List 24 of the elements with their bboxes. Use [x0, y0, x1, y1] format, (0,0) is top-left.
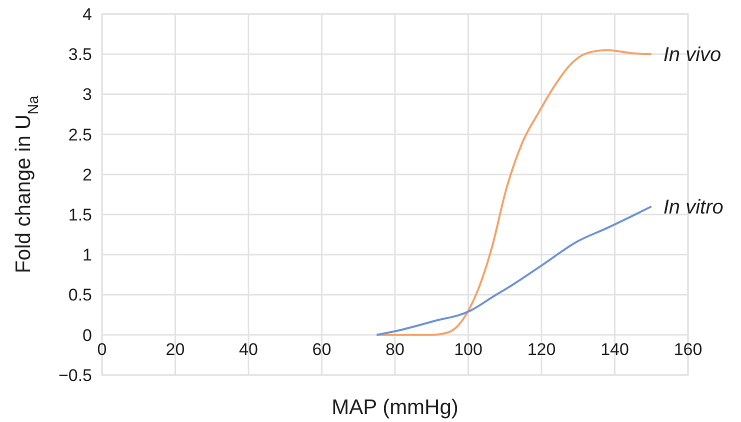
- y-tick-label: 1.5: [68, 206, 92, 225]
- x-tick-label: 160: [674, 340, 702, 359]
- y-tick-label: 1: [82, 246, 92, 265]
- x-tick-label: 60: [312, 340, 332, 359]
- line-series: [376, 49, 652, 336]
- y-tick-label: 4: [82, 4, 92, 24]
- x-axis-title: MAP (mmHg): [332, 396, 458, 419]
- x-tick-label: 120: [527, 340, 556, 359]
- x-tick-label: 40: [239, 340, 258, 359]
- y-tick-label: 3.5: [68, 45, 92, 64]
- y-tick-label: 0.5: [68, 286, 92, 305]
- line-series: [376, 206, 652, 336]
- y-tick-label: 0: [82, 326, 92, 345]
- series-label: In vitro: [663, 196, 724, 219]
- y-tick-label: 2: [82, 165, 92, 184]
- x-tick-label: 20: [166, 340, 185, 359]
- x-tick-label: 140: [600, 340, 629, 359]
- y-tick-label: 2.5: [68, 125, 92, 144]
- y-tick-label: 3: [82, 85, 92, 104]
- y-tick-label: −0.5: [58, 366, 92, 385]
- x-tick-label: 80: [386, 340, 404, 359]
- x-tick-label: 0: [97, 340, 107, 359]
- series-label: In vivo: [663, 44, 722, 66]
- x-tick-label: 100: [454, 340, 482, 359]
